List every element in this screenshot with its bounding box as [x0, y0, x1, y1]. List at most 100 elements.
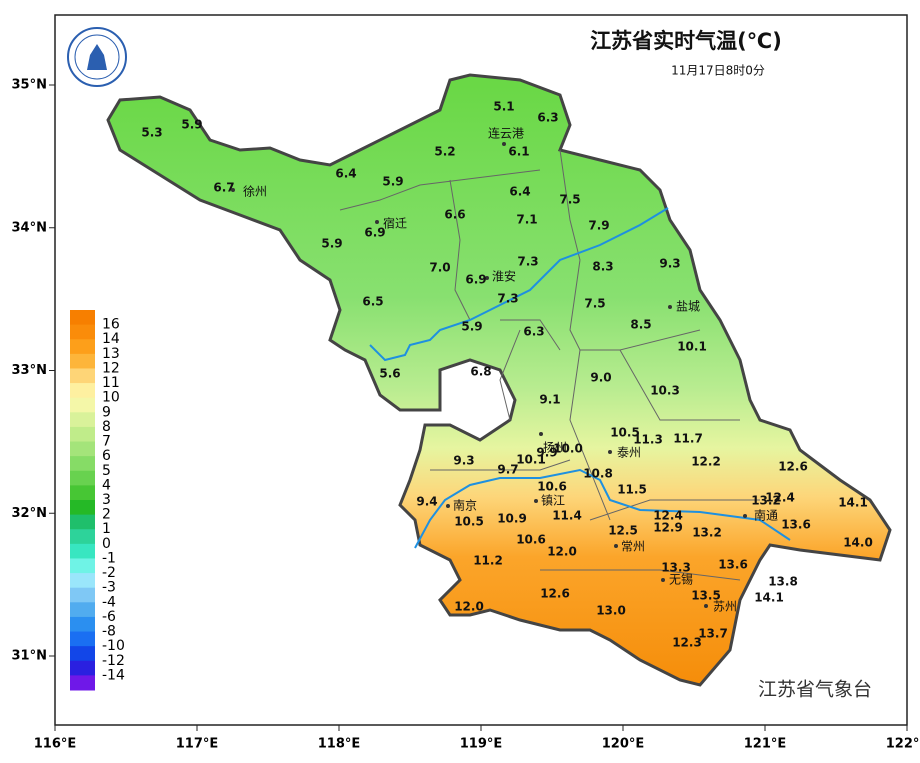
station-value: 7.3 [517, 255, 538, 269]
legend-label: -12 [102, 653, 125, 669]
lat-tick-label: 32°N [12, 506, 47, 521]
legend-swatch [70, 324, 95, 340]
city-label: 徐州 [243, 184, 267, 199]
city-dot [375, 220, 379, 224]
station-value: 8.5 [630, 318, 651, 332]
station-value: 9.9 [536, 446, 557, 460]
province [106, 73, 892, 687]
station-value: 6.1 [508, 145, 529, 159]
city-label: 无锡 [669, 572, 693, 587]
city-dot [502, 142, 506, 146]
legend-swatch [70, 500, 95, 516]
station-value: 5.1 [493, 100, 514, 114]
station-value: 9.0 [590, 371, 611, 385]
city-label: 南通 [754, 508, 778, 523]
station-value: 10.6 [516, 533, 546, 547]
timestamp: 11月17日8时0分 [671, 64, 765, 78]
legend-swatch [70, 587, 95, 603]
station-value: 6.3 [523, 325, 544, 339]
station-value: 13.5 [691, 589, 721, 603]
legend-swatch [70, 675, 95, 691]
station-value: 7.5 [584, 297, 605, 311]
lon-tick-label: 116°E [34, 737, 77, 752]
station-value: 12.6 [778, 460, 808, 474]
city-label: 常州 [621, 540, 645, 554]
station-value: 7.5 [559, 193, 580, 207]
lon-tick-label: 119°E [460, 737, 503, 752]
legend-label: 4 [102, 477, 111, 493]
legend-swatch [70, 660, 95, 676]
legend-swatch [70, 383, 95, 399]
station-value: 11.7 [673, 432, 703, 446]
city-dot [743, 514, 747, 518]
lat-tick-label: 34°N [12, 220, 47, 235]
lon-tick-label: 121°E [744, 737, 787, 752]
legend-label: 3 [102, 492, 111, 508]
city-dot [485, 276, 489, 280]
legend-label: 7 [102, 434, 111, 450]
city-label: 盐城 [676, 300, 700, 314]
city-label: 泰州 [617, 446, 641, 460]
legend-swatch [70, 558, 95, 574]
station-value: 11.3 [633, 433, 663, 447]
canal [369, 207, 669, 362]
legend-swatch [70, 310, 95, 326]
legend-label: -4 [102, 594, 116, 610]
legend-label: 2 [102, 507, 111, 523]
station-value: 14.0 [843, 536, 873, 550]
station-value: 10.1 [677, 340, 707, 354]
station-value: 13.2 [751, 494, 781, 508]
legend-label: 14 [102, 331, 120, 347]
station-value: 5.9 [181, 118, 202, 132]
city-dot [446, 504, 450, 508]
lon-tick-label: 118°E [318, 737, 361, 752]
legend-label: -8 [102, 624, 116, 640]
station-value: 6.9 [465, 273, 486, 287]
city-label: 宿迁 [383, 216, 407, 231]
station-value: 9.4 [416, 495, 437, 509]
station-value: 7.9 [588, 219, 609, 233]
legend-label: -3 [102, 580, 116, 596]
station-value: 6.6 [444, 208, 465, 222]
station-value: 13.3 [661, 561, 691, 575]
station-value: 12.0 [454, 600, 484, 614]
legend-swatch [70, 353, 95, 369]
station-value: 5.3 [141, 126, 162, 140]
legend-swatch [70, 397, 95, 413]
legend-swatch [70, 470, 95, 486]
yangtze-river [414, 468, 791, 549]
agency: 江苏省气象台 [758, 679, 872, 701]
lon-tick-label: 122°E [886, 737, 920, 752]
station-value: 9.1 [539, 393, 560, 407]
city-label: 苏州 [713, 600, 737, 614]
station-value: 10.6 [537, 480, 567, 494]
station-value: 13.8 [768, 575, 798, 589]
city-label: 淮安 [492, 269, 516, 284]
legend-swatch [70, 456, 95, 472]
station-value: 5.9 [321, 237, 342, 251]
legend-swatch [70, 543, 95, 559]
legend-swatch [70, 602, 95, 618]
station-value: 5.9 [382, 175, 403, 189]
station-value: 7.3 [497, 292, 518, 306]
lon-tick-label: 120°E [602, 737, 645, 752]
legend-label: 9 [102, 404, 111, 420]
station-value: 10.9 [497, 512, 527, 526]
city-dot [534, 499, 538, 503]
station-value: 12.4 [765, 491, 795, 505]
station-value: 9.3 [659, 257, 680, 271]
legend-label: 1 [102, 521, 111, 537]
station-value: 12.2 [691, 455, 721, 469]
legend-swatch [70, 646, 95, 662]
city-dot [608, 450, 612, 454]
legend-swatch [70, 368, 95, 384]
station-value: 8.3 [592, 260, 613, 274]
station-value: 7.1 [516, 213, 537, 227]
legend-swatch [70, 426, 95, 443]
city-dot [539, 432, 543, 436]
city-label: 镇江 [541, 494, 565, 508]
station-value: 11.5 [617, 483, 647, 497]
station-value: 9.3 [453, 454, 474, 468]
city-label: 南京 [453, 498, 477, 513]
